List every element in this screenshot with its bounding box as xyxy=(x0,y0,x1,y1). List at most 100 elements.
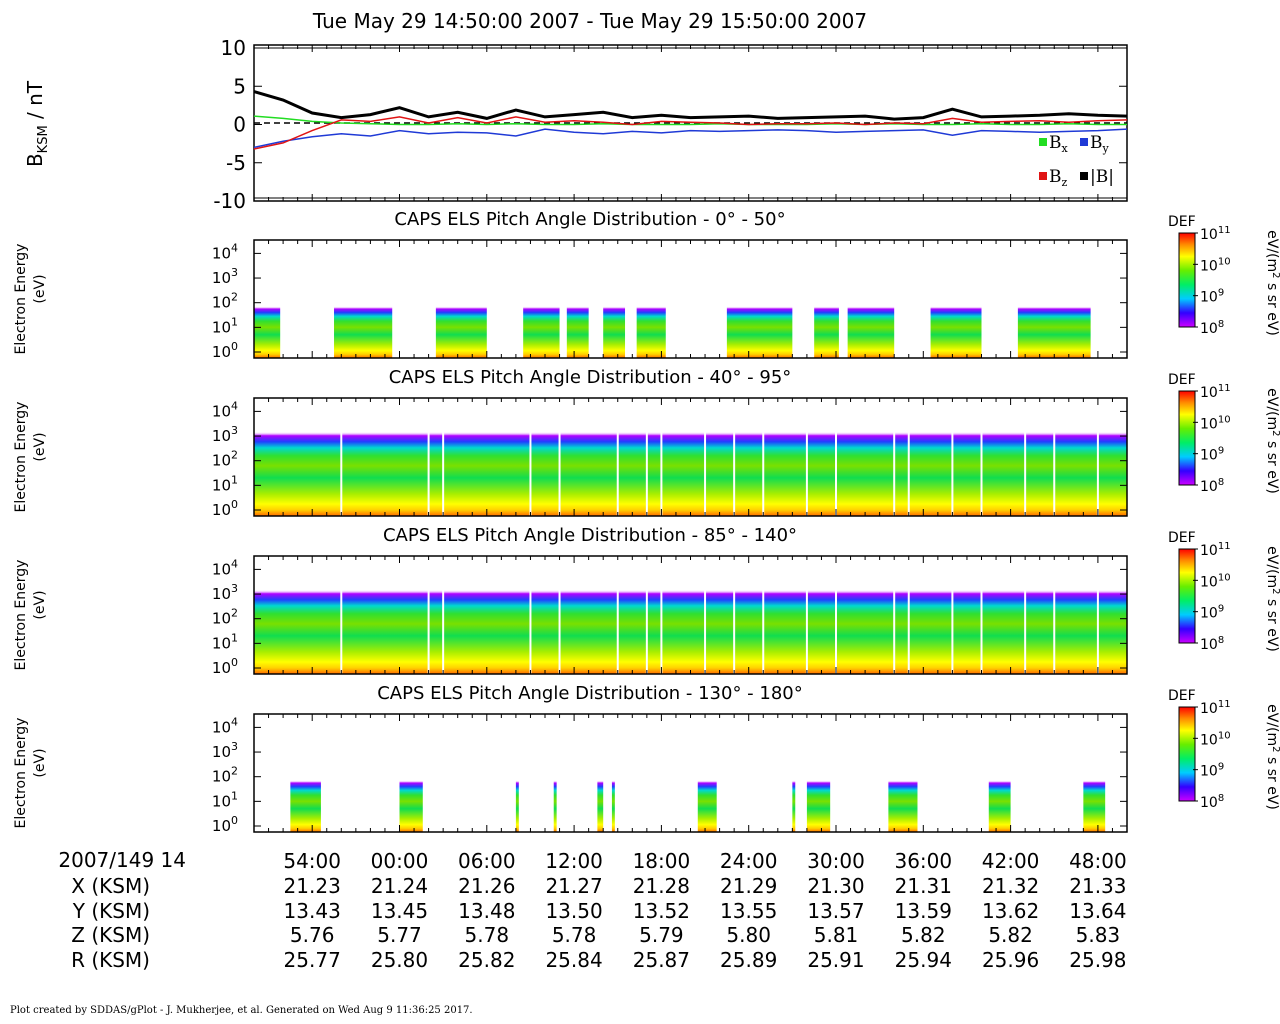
ephemeris-value: 21.27 xyxy=(545,874,603,898)
colorbar-tick-label: 1011 xyxy=(1200,699,1231,717)
ephemeris-value: 5.78 xyxy=(464,923,510,948)
spectrogram-fill xyxy=(254,415,1127,516)
colorbar-tick-label: 108 xyxy=(1200,635,1224,653)
spec-ytick-label: 104 xyxy=(212,241,238,262)
spec-ylabel: Electron Energy xyxy=(13,244,29,355)
spec-panel-2: CAPS ELS Pitch Angle Distribution - 40° … xyxy=(13,367,1280,519)
spec-ytick-label: 100 xyxy=(212,814,238,835)
ephemeris-value: 25.89 xyxy=(720,948,778,973)
mag-ytick-label: 5 xyxy=(233,74,246,98)
ephemeris-value: 5.79 xyxy=(639,923,684,948)
ephemeris-value: 21.30 xyxy=(807,874,865,898)
ephemeris-value: 25.91 xyxy=(807,948,865,973)
mag-legend: Bx By Bz |B| xyxy=(1039,133,1114,189)
spec-ylabel-unit: (eV) xyxy=(32,590,48,619)
ephemeris-value: 13.59 xyxy=(894,898,952,923)
series-line-bz xyxy=(253,116,1128,150)
colorbar-tick-label: 109 xyxy=(1200,762,1224,780)
spectrogram-block xyxy=(611,770,615,832)
colorbar-tick-label: 1010 xyxy=(1200,256,1231,274)
footer-credit: Plot created by SDDAS/gPlot - J. Mukherj… xyxy=(10,1005,473,1016)
ephemeris-label: Y (KSM) xyxy=(72,898,150,923)
ephemeris-value: 25.87 xyxy=(632,948,691,973)
spec-ytick-label: 100 xyxy=(212,656,238,677)
legend-btot-swatch xyxy=(1080,172,1088,180)
ephemeris-value: 13.55 xyxy=(720,898,778,923)
legend-bx-label: Bx xyxy=(1049,133,1069,155)
series-line-bx xyxy=(253,115,1127,126)
spec-ylabel-unit: (eV) xyxy=(32,748,48,777)
spectrogram-fill xyxy=(254,573,1127,674)
ephemeris-value: 13.43 xyxy=(283,898,341,923)
ephemeris-value: 21.28 xyxy=(632,874,691,898)
ephemeris-value: 5.83 xyxy=(1075,923,1121,948)
spectrogram-block xyxy=(792,770,796,832)
plot-canvas: 10 5 0 -5 -10 BKSM / nT Bx By Bz |B| CAPS EL… xyxy=(13,36,1280,835)
ephemeris-value: 5.78 xyxy=(551,923,597,948)
ephemeris-value: 21.23 xyxy=(283,874,341,898)
spectrogram-block xyxy=(597,770,604,832)
colorbar-unit: eV/(m2 s sr eV) xyxy=(1264,388,1280,494)
ephemeris-label: X (KSM) xyxy=(71,874,150,898)
legend-bz-swatch xyxy=(1039,172,1047,180)
colorbar-tick-label: 1010 xyxy=(1200,414,1231,432)
colorbar-tick-label: 1011 xyxy=(1200,225,1231,243)
spec-ytick-label: 104 xyxy=(212,715,238,736)
colorbar-unit: eV/(m2 s sr eV) xyxy=(1264,230,1280,336)
colorbar-tick-label: 109 xyxy=(1200,288,1224,306)
ephemeris-value: 21.31 xyxy=(894,874,952,898)
legend-by-label: By xyxy=(1090,133,1110,155)
spectrogram-block xyxy=(1083,770,1106,832)
spec-ytick-label: 104 xyxy=(212,557,238,578)
spectrogram-block xyxy=(290,770,321,832)
ephemeris-value: 21.33 xyxy=(1069,874,1127,898)
spec-ytick-label: 103 xyxy=(212,266,238,287)
legend-btot-label: |B| xyxy=(1090,167,1114,187)
colorbar-tick-label: 108 xyxy=(1200,793,1224,811)
spec-ylabel: Electron Energy xyxy=(13,560,29,671)
mag-ytick-label: -5 xyxy=(226,151,246,175)
ephemeris-value: 5.76 xyxy=(289,923,335,948)
spectrogram-block xyxy=(814,296,839,358)
ephemeris-value: 13.48 xyxy=(458,898,516,923)
spectrogram-block xyxy=(523,296,560,358)
ephemeris-value: 13.62 xyxy=(981,898,1040,923)
spectrogram-block xyxy=(399,770,423,832)
colorbar-label: DEF xyxy=(1168,530,1196,546)
spectrogram-block xyxy=(553,770,557,832)
spectrogram-block xyxy=(806,770,831,832)
spec-panel-4: CAPS ELS Pitch Angle Distribution - 130°… xyxy=(13,683,1280,835)
ephemeris-value: 25.77 xyxy=(283,948,341,973)
spec-panel-title: CAPS ELS Pitch Angle Distribution - 0° -… xyxy=(394,209,785,230)
ephemeris-value: 5.77 xyxy=(377,923,422,948)
spectrogram-block xyxy=(847,296,895,358)
colorbar-label: DEF xyxy=(1168,688,1196,704)
spec-panel-1: CAPS ELS Pitch Angle Distribution - 0° -… xyxy=(13,209,1280,361)
colorbar xyxy=(1178,390,1196,486)
spectrogram-block xyxy=(888,770,918,832)
spectrogram-block xyxy=(515,770,519,832)
ephemeris-value: 13.50 xyxy=(545,898,603,923)
spectrogram-block xyxy=(988,770,1011,832)
spec-panel-title: CAPS ELS Pitch Angle Distribution - 130°… xyxy=(377,683,803,704)
legend-bx-swatch xyxy=(1039,138,1047,146)
colorbar-tick-label: 1011 xyxy=(1200,383,1231,401)
spec-ytick-label: 101 xyxy=(212,631,238,652)
spec-ytick-label: 101 xyxy=(212,789,238,810)
spec-ylabel-unit: (eV) xyxy=(32,274,48,303)
spec-ylabel-unit: (eV) xyxy=(32,432,48,461)
colorbar-tick-label: 108 xyxy=(1200,319,1224,337)
spec-panel-title: CAPS ELS Pitch Angle Distribution - 85° … xyxy=(383,525,797,546)
colorbar-tick-label: 1010 xyxy=(1200,730,1231,748)
time-tick-label: 12:00 xyxy=(545,849,603,873)
spectrogram-block xyxy=(697,770,717,832)
ephemeris-value: 5.82 xyxy=(901,923,946,948)
spec-ytick-label: 103 xyxy=(212,424,238,445)
ephemeris-value: 21.29 xyxy=(720,874,778,898)
spec-ytick-label: 100 xyxy=(212,498,238,519)
ephemeris-table: 2007/149 14 54:00 00:00 06:00 12:00 18:00 24:… xyxy=(0,848,1280,978)
ephemeris-value: 5.82 xyxy=(988,923,1033,948)
spec-ytick-label: 102 xyxy=(212,607,238,628)
legend-bz-label: Bz xyxy=(1049,167,1068,189)
mag-ylabel: BKSM / nT xyxy=(23,80,51,167)
